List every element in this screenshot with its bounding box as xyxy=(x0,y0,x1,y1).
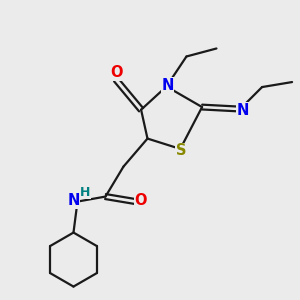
Text: S: S xyxy=(176,143,187,158)
Text: O: O xyxy=(110,65,122,80)
Text: O: O xyxy=(134,193,147,208)
Text: N: N xyxy=(67,193,80,208)
Text: H: H xyxy=(80,186,91,199)
Text: N: N xyxy=(161,78,174,93)
Text: N: N xyxy=(237,103,249,118)
